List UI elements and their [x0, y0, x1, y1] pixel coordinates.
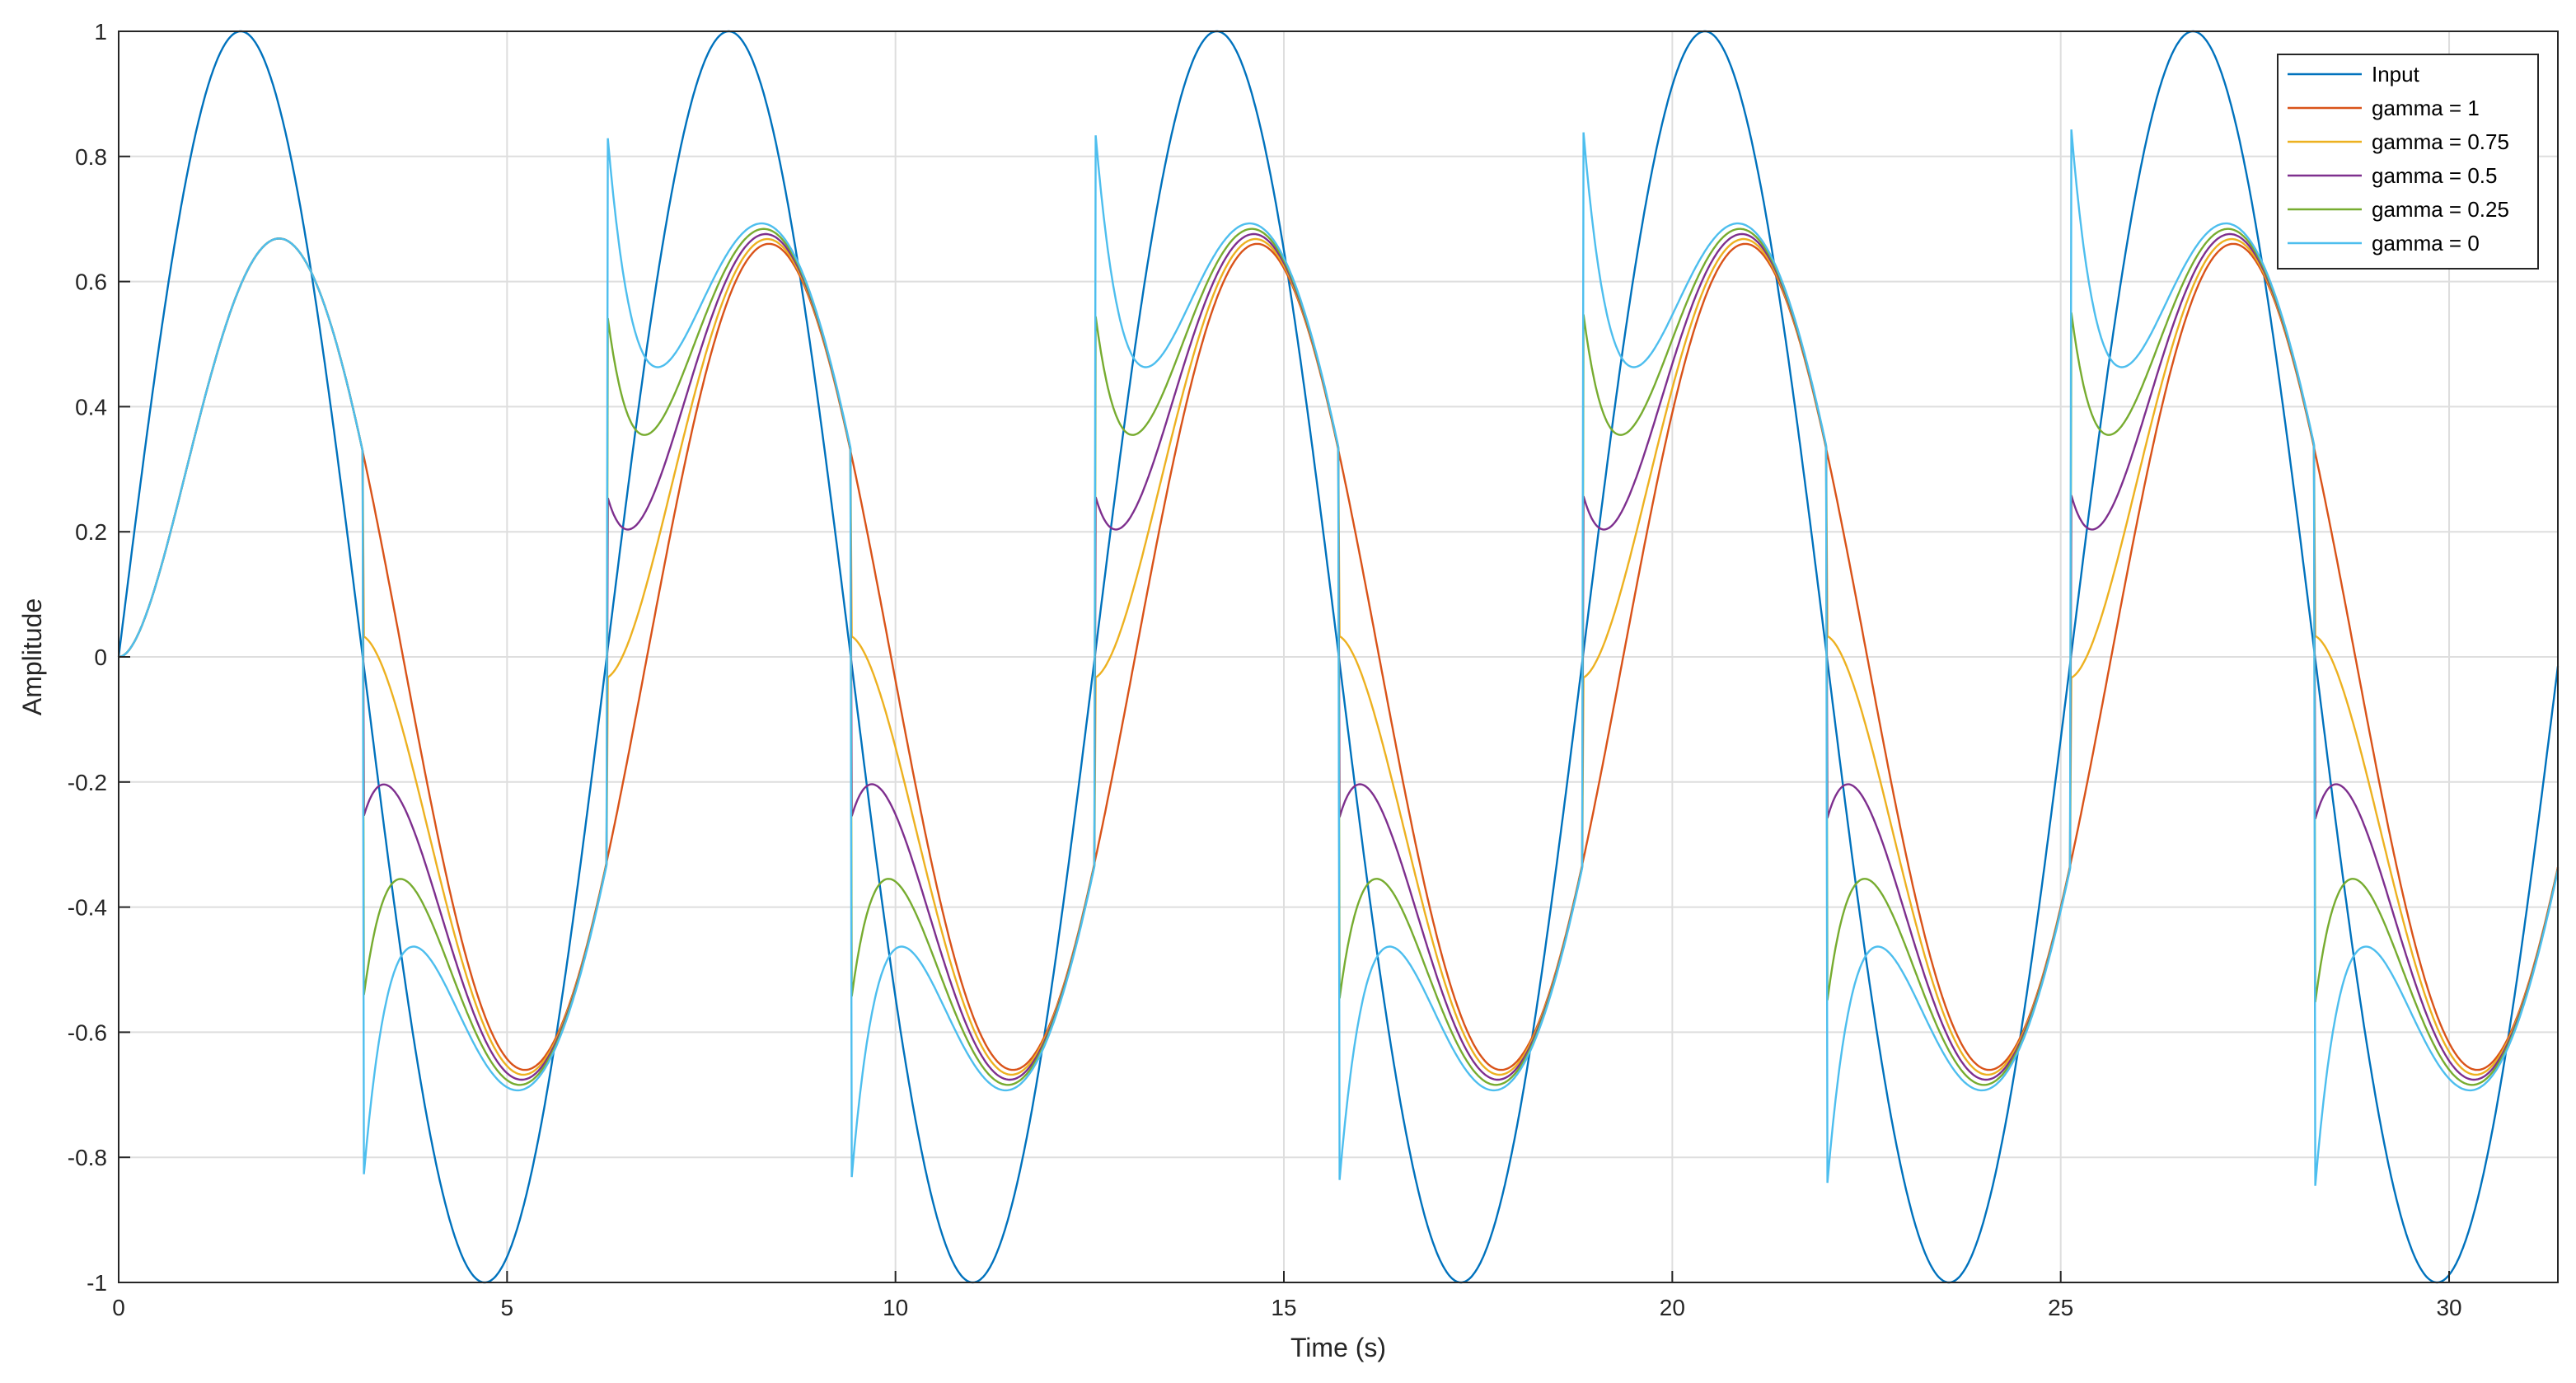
x-tick-label: 20: [1660, 1295, 1685, 1320]
legend-entry: gamma = 0: [2372, 231, 2480, 256]
x-tick-label: 0: [112, 1295, 125, 1320]
x-tick-label: 10: [883, 1295, 908, 1320]
legend-entry: gamma = 0.5: [2372, 163, 2497, 188]
y-tick-label: 0.8: [75, 144, 107, 170]
x-axis-label: Time (s): [1290, 1333, 1386, 1362]
legend-box: [2277, 54, 2539, 270]
legend-entry: gamma = 1: [2372, 96, 2480, 120]
y-tick-label: 1: [94, 19, 107, 45]
x-tick-label: 5: [501, 1295, 514, 1320]
y-tick-label: 0.2: [75, 519, 107, 545]
y-axis-label: Amplitude: [17, 598, 47, 715]
y-tick-label: 0.4: [75, 394, 107, 420]
legend-entry: gamma = 0.75: [2372, 129, 2509, 154]
axis-ticks: 0 5 10 15 20 25 30 -1 -0.8 -0.6 -0.4 -0.2 0 0.2 0.4 0.6…: [68, 19, 2462, 1320]
x-tick-label: 30: [2436, 1295, 2461, 1320]
x-tick-label: 25: [2048, 1295, 2073, 1320]
y-tick-label: -1: [87, 1270, 107, 1296]
y-tick-label: 0: [94, 645, 107, 670]
plot-series: [117, 30, 2560, 1284]
y-tick-label: 0.6: [75, 270, 107, 295]
y-tick-label: -0.8: [68, 1145, 107, 1170]
y-tick-label: -0.2: [68, 770, 107, 795]
x-tick-label: 15: [1271, 1295, 1296, 1320]
legend: Input gamma = 1 gamma = 0.75 gamma = 0.5 gam…: [2277, 54, 2539, 270]
legend-entry: Input: [2372, 62, 2420, 87]
y-tick-label: -0.4: [68, 895, 107, 921]
series-line: [118, 129, 2560, 1186]
legend-entry: gamma = 0.25: [2372, 197, 2509, 222]
y-tick-label: -0.6: [68, 1020, 107, 1045]
